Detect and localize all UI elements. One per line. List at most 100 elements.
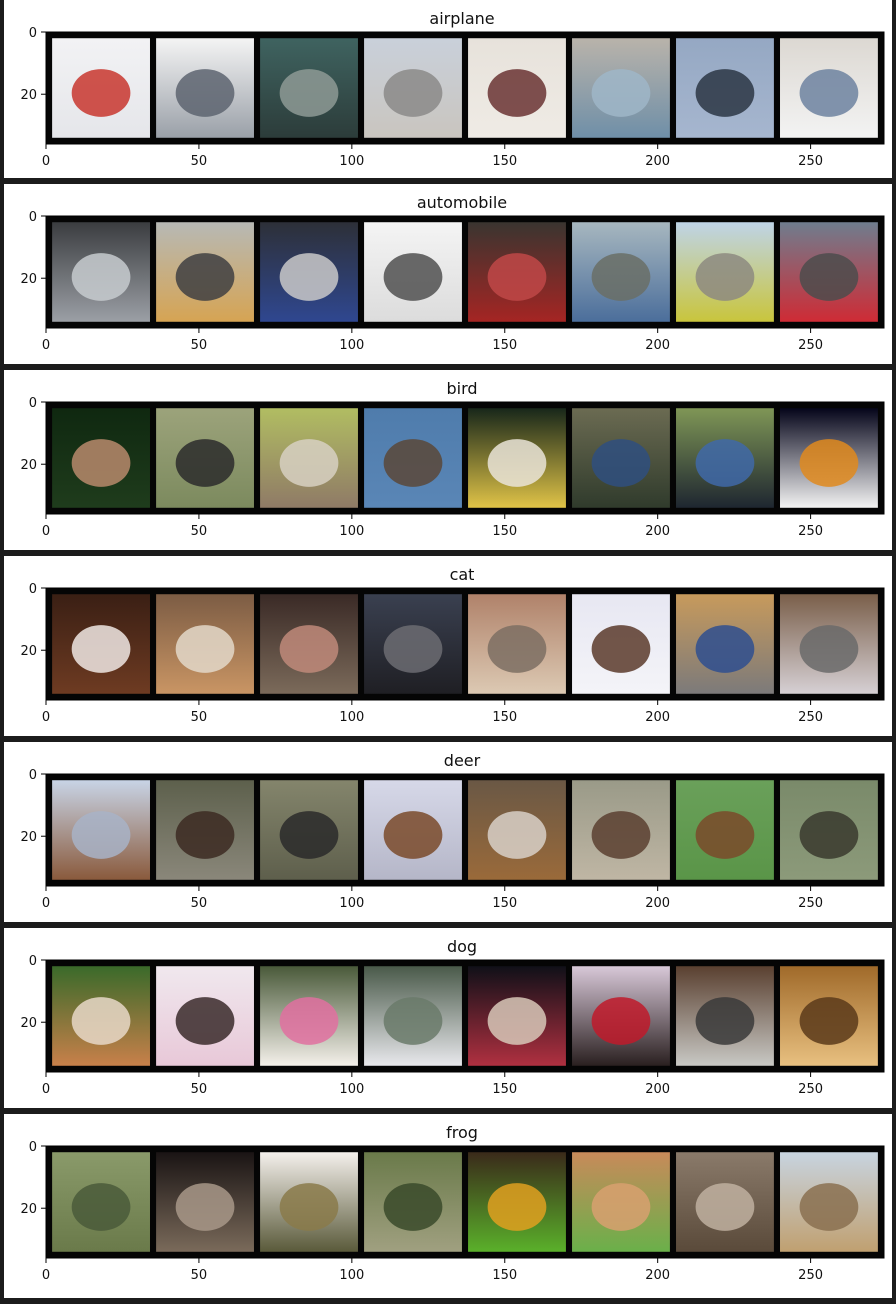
tile-subject xyxy=(799,69,859,117)
image-tile-white-shih-tzu xyxy=(156,966,254,1066)
tile-subject xyxy=(799,997,859,1045)
tile-subject xyxy=(279,439,339,487)
tile-subject xyxy=(695,439,755,487)
x-tick-label: 200 xyxy=(645,338,670,353)
image-tile-red-wagon xyxy=(780,222,878,322)
image-tile-yellow-bird-perched xyxy=(468,408,566,508)
tile-subject xyxy=(279,997,339,1045)
tile-subject xyxy=(175,1183,235,1231)
subplot-svg: deer 0 50 100 150 200 250 0 20 xyxy=(20,751,885,911)
image-tile-car-in-field xyxy=(676,222,774,322)
tile-subject xyxy=(591,625,651,673)
image-tile-cat-on-bed xyxy=(780,594,878,694)
subplot-svg: dog 0 50 100 150 200 250 0 20 xyxy=(20,937,885,1097)
tile-subject xyxy=(487,439,547,487)
image-tile-bird-blue-sky xyxy=(364,408,462,508)
tile-subject xyxy=(695,997,755,1045)
subplot-svg: cat 0 50 100 150 200 250 0 20 xyxy=(20,565,885,725)
tile-subject xyxy=(487,625,547,673)
tile-subject xyxy=(591,1183,651,1231)
x-tick-label: 200 xyxy=(645,1082,670,1097)
image-tile-fighter-jet-grey xyxy=(156,38,254,138)
image-tile-small-dog-blanket xyxy=(468,966,566,1066)
x-tick-label: 100 xyxy=(339,1268,364,1283)
image-tile-cat-sleeping-blue xyxy=(676,594,774,694)
x-tick-label: 0 xyxy=(42,338,50,353)
image-tile-green-frog-rock xyxy=(52,1152,150,1252)
tile-subject xyxy=(695,69,755,117)
tile-subject xyxy=(591,69,651,117)
image-tile-blue-sedan xyxy=(260,222,358,322)
tile-subject xyxy=(71,1183,131,1231)
subplot-dog: dog 0 50 100 150 200 250 0 20 xyxy=(4,928,892,1108)
x-tick-label: 50 xyxy=(191,524,208,539)
y-tick-label: 0 xyxy=(29,1140,37,1155)
x-tick-label: 250 xyxy=(798,1268,823,1283)
tile-subject xyxy=(279,1183,339,1231)
image-tile-airliner-on-runway xyxy=(364,38,462,138)
image-tile-reindeer-green xyxy=(780,780,878,880)
subplot-bird: bird 0 50 100 150 200 250 0 20 xyxy=(4,370,892,550)
image-tile-toad-pale-blue xyxy=(780,1152,878,1252)
x-tick-label: 250 xyxy=(798,338,823,353)
y-tick-label: 20 xyxy=(20,1202,37,1217)
x-tick-label: 200 xyxy=(645,710,670,725)
image-tile-cassowary-foliage xyxy=(572,408,670,508)
x-tick-label: 200 xyxy=(645,1268,670,1283)
y-tick-label: 0 xyxy=(29,210,37,225)
x-tick-label: 0 xyxy=(42,154,50,169)
tile-subject xyxy=(695,625,755,673)
tile-subject xyxy=(591,811,651,859)
image-tile-green-frog-orange-rock xyxy=(572,1152,670,1252)
tile-subject xyxy=(383,69,443,117)
image-tile-frog-white-bg xyxy=(260,1152,358,1252)
image-tile-silver-sports-car xyxy=(52,222,150,322)
x-tick-label: 200 xyxy=(645,896,670,911)
tile-subject xyxy=(175,997,235,1045)
image-tile-jet-wing-closeup xyxy=(572,38,670,138)
tile-subject xyxy=(799,625,859,673)
tile-subject xyxy=(487,811,547,859)
image-tile-black-cat-face xyxy=(364,594,462,694)
tile-subject xyxy=(71,625,131,673)
image-tile-stealth-bomber-sky xyxy=(676,38,774,138)
axes-frame xyxy=(45,401,885,515)
y-tick-label: 0 xyxy=(29,768,37,783)
tile-subject xyxy=(695,811,755,859)
tile-subject xyxy=(383,253,443,301)
y-tick-label: 0 xyxy=(29,954,37,969)
image-tile-hummingbird-dark xyxy=(52,408,150,508)
x-tick-label: 200 xyxy=(645,154,670,169)
subplot-cat: cat 0 50 100 150 200 250 0 20 xyxy=(4,556,892,736)
image-tile-airliner-nose xyxy=(780,38,878,138)
tile-subject xyxy=(279,253,339,301)
image-tile-brown-cat-closeup xyxy=(52,594,150,694)
x-tick-label: 0 xyxy=(42,896,50,911)
image-tile-kitten-white-blanket xyxy=(572,594,670,694)
y-tick-label: 20 xyxy=(20,458,37,473)
tile-subject xyxy=(175,69,235,117)
image-tile-cat-held-arm xyxy=(260,594,358,694)
x-tick-label: 150 xyxy=(492,710,517,725)
tile-subject xyxy=(591,997,651,1045)
x-tick-label: 200 xyxy=(645,524,670,539)
image-tile-stealth-jet-dark xyxy=(260,38,358,138)
tile-subject xyxy=(799,811,859,859)
x-tick-label: 250 xyxy=(798,710,823,725)
x-tick-label: 50 xyxy=(191,338,208,353)
subplot-svg: bird 0 50 100 150 200 250 0 20 xyxy=(20,379,885,539)
x-tick-label: 250 xyxy=(798,154,823,169)
x-tick-label: 100 xyxy=(339,896,364,911)
tile-subject xyxy=(175,811,235,859)
tile-subject xyxy=(383,811,443,859)
image-tile-pomeranian-grass xyxy=(52,966,150,1066)
tile-subject xyxy=(279,811,339,859)
image-tile-golden-puppy xyxy=(780,966,878,1066)
subplot-svg: frog 0 50 100 150 200 250 0 20 xyxy=(20,1123,885,1283)
image-tile-deer-green-field xyxy=(676,780,774,880)
axes-frame xyxy=(45,587,885,701)
tile-subject xyxy=(383,997,443,1045)
x-tick-label: 100 xyxy=(339,524,364,539)
x-tick-label: 100 xyxy=(339,338,364,353)
